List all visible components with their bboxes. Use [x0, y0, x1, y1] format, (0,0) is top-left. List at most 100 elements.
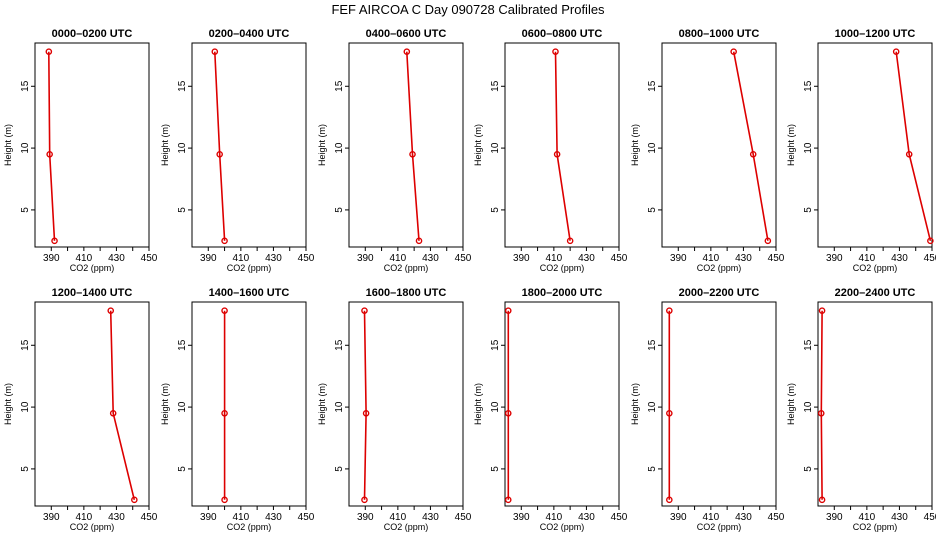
x-axis-label: CO2 (ppm)	[697, 522, 742, 532]
profile-point	[45, 48, 53, 55]
figure-title: FEF AIRCOA C Day 090728 Calibrated Profi…	[331, 2, 605, 17]
y-tick-label: 10	[177, 401, 188, 413]
profile-point	[905, 150, 913, 158]
y-tick-label: 15	[20, 80, 31, 92]
panel-title: 1800–2000 UTC	[522, 287, 603, 299]
panel-title: 1400–1600 UTC	[209, 287, 290, 299]
profile-line	[363, 310, 367, 500]
panel-9: 1800–2000 UTC 390 410 430 450 5 10 15 CO2 (ppm) H…	[473, 287, 628, 532]
y-axis-label: Height (m)	[786, 124, 796, 166]
profile-point	[46, 150, 53, 158]
y-tick-label: 15	[177, 80, 188, 92]
y-tick-label: 10	[334, 401, 345, 413]
y-tick-label: 5	[334, 466, 345, 472]
y-tick-label: 15	[490, 339, 501, 351]
x-tick-label: 450	[298, 253, 315, 264]
profile-point	[730, 48, 737, 55]
x-axis-label: CO2 (ppm)	[540, 263, 585, 273]
y-tick-label: 5	[490, 466, 501, 472]
y-tick-label: 5	[20, 466, 31, 472]
x-tick-label: 410	[76, 253, 93, 264]
profile-point	[764, 237, 772, 245]
x-tick-label: 390	[43, 512, 60, 523]
y-tick-label: 15	[20, 339, 31, 351]
profile-point	[51, 237, 58, 245]
y-tick-label: 10	[334, 142, 345, 154]
y-tick-label: 10	[177, 142, 188, 154]
y-tick-label: 15	[177, 339, 188, 351]
y-tick-label: 15	[647, 80, 658, 92]
panel-4: 0800–1000 UTC 390 410 430 450 5 10 15 CO2 (ppm) H…	[630, 28, 785, 273]
x-tick-label: 390	[826, 512, 843, 523]
profile-line	[732, 51, 769, 241]
y-tick-label: 10	[647, 142, 658, 154]
plot-frame	[34, 42, 150, 248]
y-axis-label: Height (m)	[630, 383, 640, 425]
y-tick-label: 5	[177, 466, 188, 472]
y-tick-label: 10	[490, 401, 501, 413]
plot-frame	[348, 42, 464, 248]
x-tick-label: 450	[768, 512, 785, 523]
x-tick-label: 410	[390, 253, 407, 264]
profile-point	[107, 307, 115, 314]
panel-5: 1000–1200 UTC 390 410 430 450 5 10 15 CO2 (ppm) H…	[786, 28, 936, 273]
x-axis-label: CO2 (ppm)	[853, 522, 898, 532]
y-axis-label: Height (m)	[3, 383, 13, 425]
x-axis-label: CO2 (ppm)	[384, 263, 429, 273]
profile-line	[820, 310, 823, 500]
profile-point	[749, 150, 757, 158]
y-tick-label: 10	[803, 401, 814, 413]
profile-point	[927, 237, 934, 245]
profile-line	[214, 51, 226, 241]
panel-title: 0200–0400 UTC	[209, 28, 290, 40]
x-tick-label: 450	[141, 253, 158, 264]
x-tick-label: 430	[265, 512, 282, 523]
profile-point	[504, 496, 512, 504]
x-axis-label: CO2 (ppm)	[540, 522, 585, 532]
x-tick-label: 430	[108, 512, 125, 523]
y-axis-label: Height (m)	[473, 383, 483, 425]
x-tick-label: 450	[298, 512, 315, 523]
y-tick-label: 15	[803, 80, 814, 92]
y-tick-label: 5	[490, 207, 501, 213]
x-tick-label: 410	[859, 253, 876, 264]
y-tick-label: 5	[177, 207, 188, 213]
plot-frame	[34, 301, 150, 507]
panel-title: 2000–2200 UTC	[679, 287, 760, 299]
x-tick-label: 390	[513, 512, 530, 523]
profile-point	[221, 307, 228, 314]
y-tick-label: 10	[647, 401, 658, 413]
panel-title: 0400–0600 UTC	[366, 28, 447, 40]
profile-point	[362, 409, 370, 417]
panel-1: 0200–0400 UTC 390 410 430 450 5 10 15 CO2 (ppm) H…	[160, 28, 315, 273]
profile-point	[409, 150, 416, 158]
profile-line	[895, 51, 932, 241]
y-tick-label: 5	[20, 207, 31, 213]
profile-point	[553, 150, 561, 158]
y-tick-label: 15	[334, 339, 345, 351]
x-tick-label: 450	[924, 253, 936, 264]
x-tick-label: 390	[200, 253, 217, 264]
panel-11: 2200–2400 UTC 390 410 430 450 5 10 15 CO2 (ppm) H…	[786, 287, 936, 532]
x-tick-label: 390	[357, 253, 374, 264]
panel-3: 0600–0800 UTC 390 410 430 450 5 10 15 CO2 (ppm) H…	[473, 28, 628, 273]
profile-point	[666, 409, 673, 417]
y-axis-label: Height (m)	[786, 383, 796, 425]
profile-point	[211, 48, 219, 55]
x-tick-label: 390	[43, 253, 60, 264]
panel-grid: 0000–0200 UTC 390 410 430 450 5 10 15 CO2 (ppm) H…	[3, 28, 936, 532]
profile-point	[504, 409, 512, 417]
x-tick-label: 390	[670, 512, 687, 523]
y-axis-label: Height (m)	[473, 124, 483, 166]
y-tick-label: 15	[803, 339, 814, 351]
y-tick-label: 5	[334, 207, 345, 213]
profile-point	[131, 496, 138, 504]
x-tick-label: 390	[826, 253, 843, 264]
profile-point	[221, 496, 228, 504]
profile-point	[666, 307, 673, 314]
plot-frame	[661, 42, 777, 248]
profile-point	[415, 237, 423, 245]
x-tick-label: 410	[546, 253, 563, 264]
x-tick-label: 450	[611, 512, 628, 523]
panel-title: 0600–0800 UTC	[522, 28, 603, 40]
